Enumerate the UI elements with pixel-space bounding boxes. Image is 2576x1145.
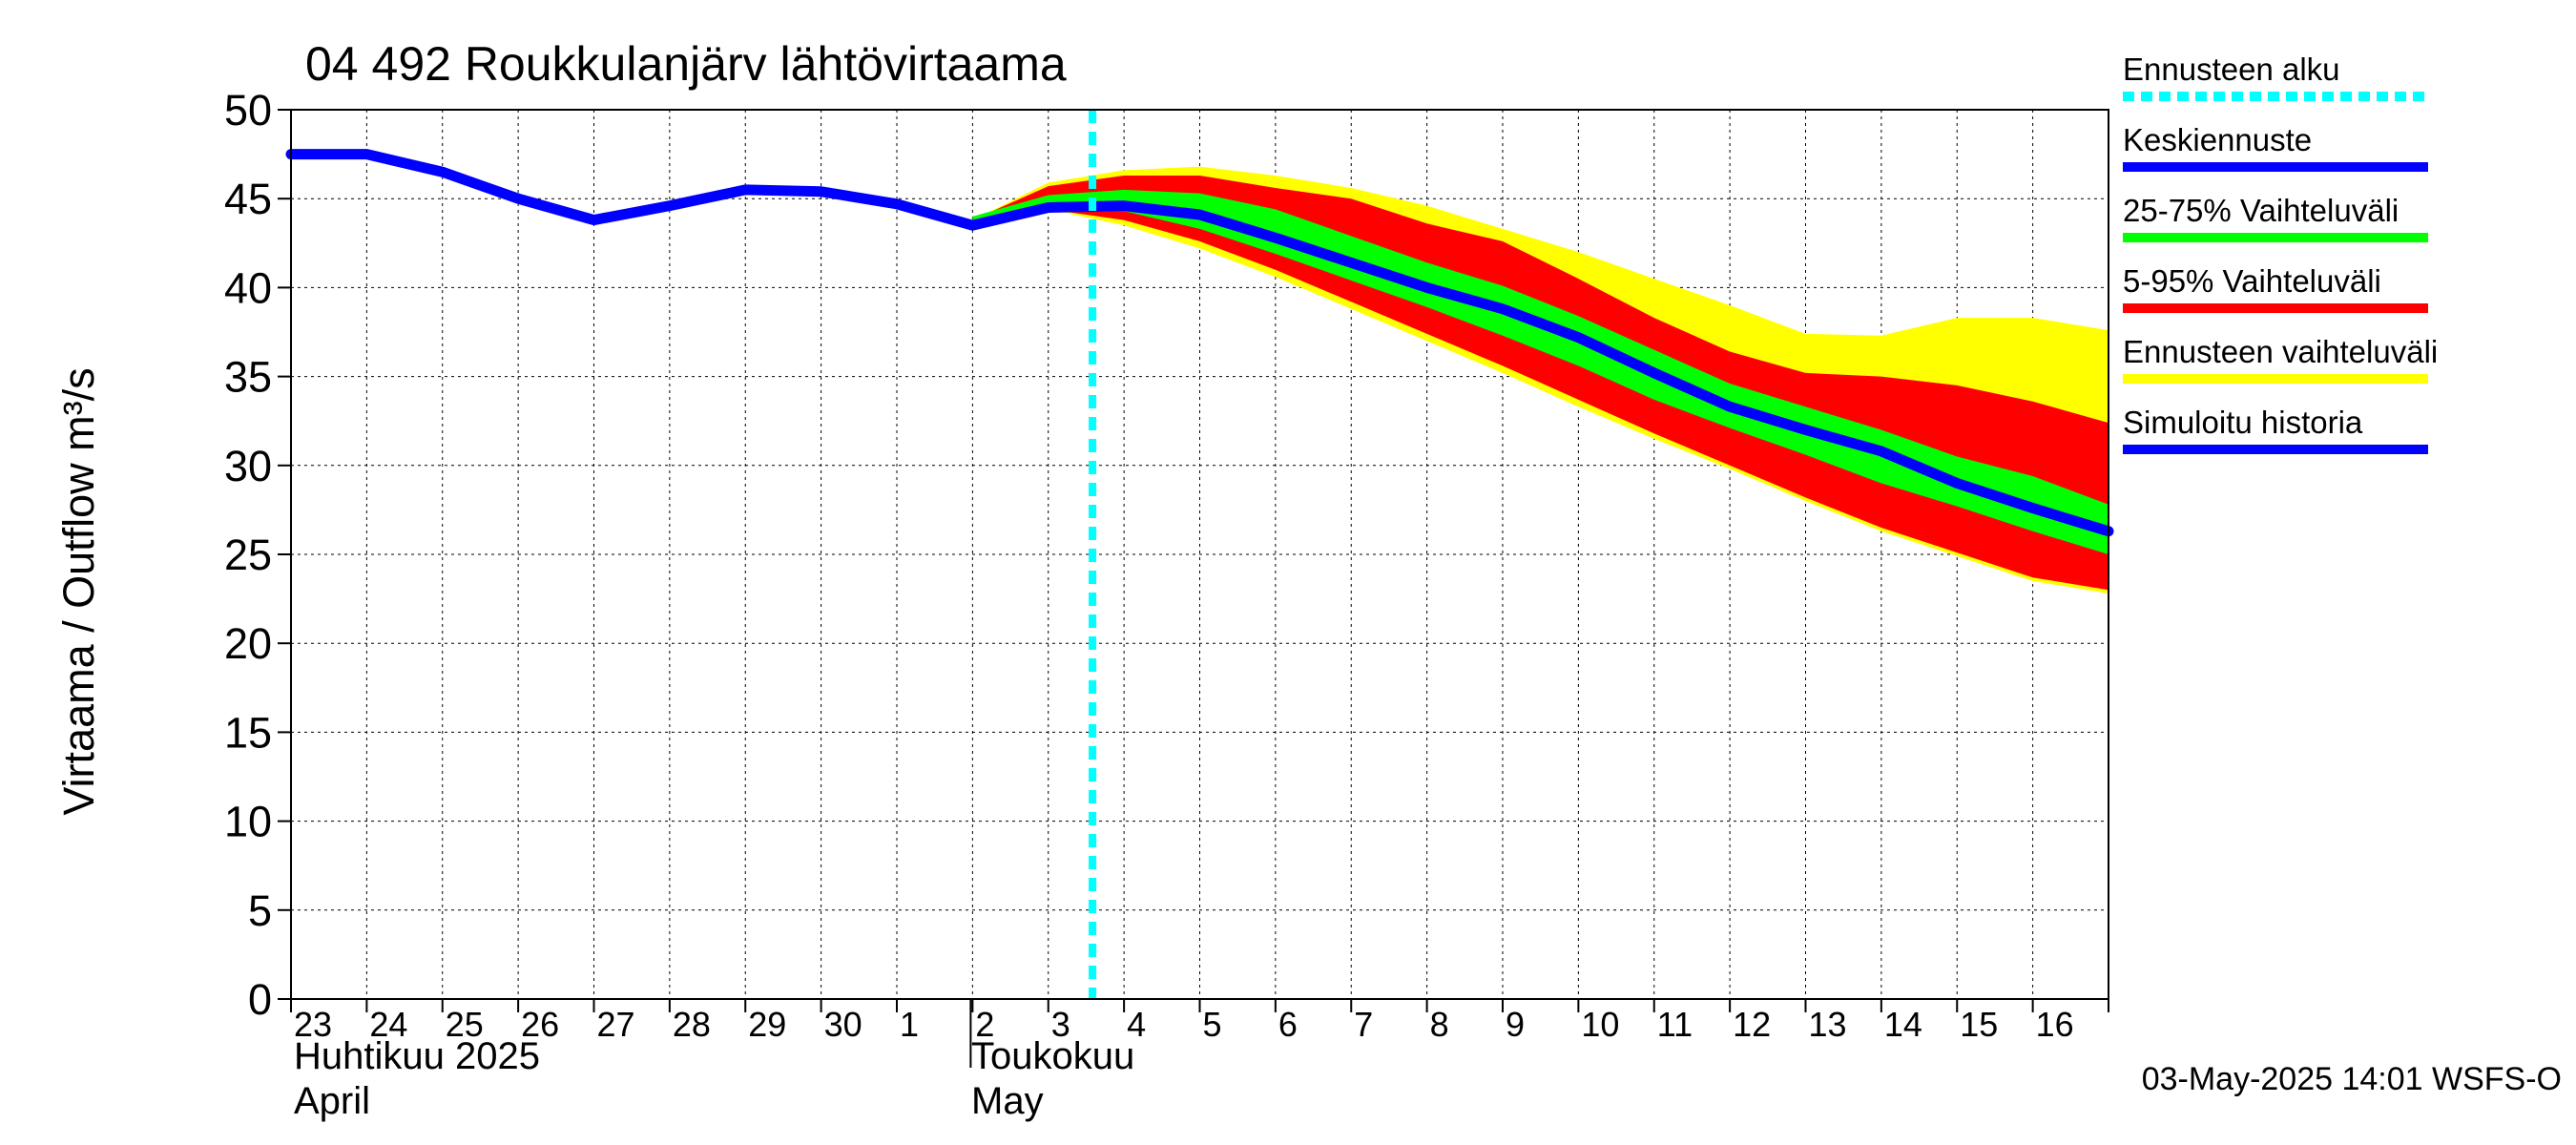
y-tick-label: 20 <box>224 619 272 668</box>
x-tick-label: 16 <box>2036 1005 2074 1044</box>
y-tick-label: 30 <box>224 442 272 490</box>
x-tick-label: 6 <box>1278 1005 1298 1044</box>
x-tick-label: 1 <box>900 1005 919 1044</box>
legend-label: 5-95% Vaihteluväli <box>2123 263 2381 299</box>
y-tick-label: 5 <box>248 886 272 935</box>
y-axis: 0 5 10 15 20 25 30 35 40 45 50 <box>224 86 291 1024</box>
footer-timestamp: 03-May-2025 14:01 WSFS-O <box>2142 1061 2562 1097</box>
legend: Ennusteen alku Keskiennuste 25-75% Vaihtel… <box>2123 52 2438 454</box>
legend-label: Ennusteen vaihteluväli <box>2123 334 2438 369</box>
chart-title: 04 492 Roukkulanjärv lähtövirtaama <box>305 37 1067 91</box>
x-tick-label: 13 <box>1809 1005 1847 1044</box>
x-tick-label: 10 <box>1581 1005 1619 1044</box>
legend-label: Simuloitu historia <box>2123 405 2363 440</box>
month-label-fi-april: Huhtikuu 2025 <box>294 1035 540 1077</box>
legend-label: Keskiennuste <box>2123 122 2312 157</box>
x-tick-label: 29 <box>748 1005 786 1044</box>
x-tick-label: 15 <box>1960 1005 1998 1044</box>
y-tick-label: 15 <box>224 708 272 757</box>
x-tick-label: 24 <box>369 1005 407 1044</box>
x-tick-label: 4 <box>1127 1005 1146 1044</box>
x-tick-label: 9 <box>1506 1005 1525 1044</box>
x-tick-label: 30 <box>824 1005 862 1044</box>
x-tick-label: 7 <box>1354 1005 1373 1044</box>
forecast-bands <box>972 166 2109 594</box>
x-tick-label: 11 <box>1657 1005 1693 1044</box>
month-label-fi-may: Toukokuu <box>971 1035 1134 1077</box>
x-tick-label: 12 <box>1733 1005 1771 1044</box>
y-tick-label: 50 <box>224 86 272 135</box>
y-axis-label: Virtaama / Outflow m³/s <box>54 367 103 815</box>
x-tick-label: 2 <box>975 1005 994 1044</box>
legend-label: Ennusteen alku <box>2123 52 2340 87</box>
x-tick-label: 25 <box>446 1005 484 1044</box>
x-tick-label: 23 <box>294 1005 332 1044</box>
x-tick-label: 5 <box>1203 1005 1222 1044</box>
series-line-keskiennuste <box>1043 200 2114 537</box>
month-label-en-april: April <box>294 1080 370 1122</box>
y-tick-label: 0 <box>248 975 272 1024</box>
series-line-simuloitu-historia <box>285 149 1054 231</box>
y-tick-label: 10 <box>224 798 272 846</box>
y-tick-label: 45 <box>224 175 272 223</box>
band-5-95-vaihteluv-li <box>972 175 2109 591</box>
y-tick-label: 40 <box>224 263 272 312</box>
x-tick-label: 26 <box>521 1005 559 1044</box>
x-tick-label: 28 <box>673 1005 711 1044</box>
band-25-75-vaihteluv-li <box>972 189 2109 554</box>
y-tick-label: 35 <box>224 353 272 402</box>
x-tick-label: 8 <box>1430 1005 1449 1044</box>
x-tick-label: 27 <box>597 1005 635 1044</box>
month-label-en-may: May <box>971 1080 1044 1122</box>
series-lines <box>285 110 2114 999</box>
y-tick-label: 25 <box>224 531 272 579</box>
x-axis: 23 24 25 26 27 28 29 30 1 2 3 4 5 6 7 8 9 10 11 12 13 14 15 16 <box>290 999 2109 1068</box>
x-tick-label: 14 <box>1884 1005 1922 1044</box>
legend-label: 25-75% Vaihteluväli <box>2123 193 2399 228</box>
x-tick-label: 3 <box>1051 1005 1070 1044</box>
